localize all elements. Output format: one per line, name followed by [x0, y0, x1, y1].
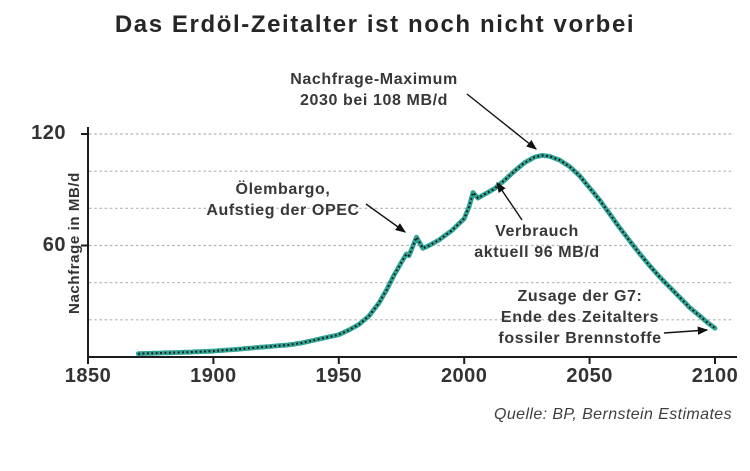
- annotation-line: Nachfrage-Maximum: [290, 71, 458, 88]
- annotation-line: fossiler Brennstoffe: [498, 330, 662, 348]
- annotation-line: Zusage der G7:: [517, 288, 643, 305]
- y-axis-title: Nachfrage in MB/d: [66, 172, 83, 314]
- x-axis-tick-label: 1900: [190, 365, 237, 387]
- arrow-to-current-demand: [496, 181, 523, 221]
- x-axis-tick-label: 2000: [440, 365, 488, 387]
- arrow-to-curve-end: [663, 326, 709, 335]
- annotation-line: Verbrauch: [495, 223, 579, 240]
- arrow-to-peak: [466, 93, 537, 150]
- annotation-oil-embargo-opec: Ölembargo, Aufstieg der OPEC: [206, 179, 359, 221]
- annotation-line: Aufstieg der OPEC: [206, 202, 360, 220]
- chart-title: Das Erdöl-Zeitalter ist noch nicht vorbe…: [114, 11, 636, 38]
- source-credit: Quelle: BP, Bernstein Estimates: [494, 406, 732, 423]
- x-axis-tick-label: 2100: [691, 365, 739, 387]
- annotation-current-consumption: Verbrauch aktuell 96 MB/d: [474, 221, 599, 263]
- gridlines: [89, 133, 734, 321]
- annotation-g7-pledge: Zusage der G7: Ende des Zeitalters fossi…: [498, 286, 661, 349]
- annotation-line: 2030 bei 108 MB/d: [299, 92, 449, 110]
- y-axis-tick-label-120: 120: [31, 122, 66, 144]
- annotation-line: Ölembargo,: [235, 181, 331, 198]
- arrow-to-opec-peak: [365, 203, 407, 233]
- axes: [81, 127, 737, 364]
- x-axis-tick-label: 1850: [64, 365, 112, 387]
- x-axis-tick-label: 2050: [566, 365, 613, 387]
- annotation-line: aktuell 96 MB/d: [474, 244, 600, 262]
- annotation-line: Ende des Zeitalters: [500, 309, 660, 327]
- y-axis-tick-label-60: 60: [42, 234, 66, 256]
- annotation-arrows: [365, 93, 709, 335]
- demand-curve: [135, 153, 718, 357]
- x-axis-tick-label: 1950: [315, 365, 363, 387]
- demand-curve-dots: [138, 154, 716, 355]
- annotation-demand-maximum: Nachfrage-Maximum 2030 bei 108 MB/d: [290, 69, 458, 111]
